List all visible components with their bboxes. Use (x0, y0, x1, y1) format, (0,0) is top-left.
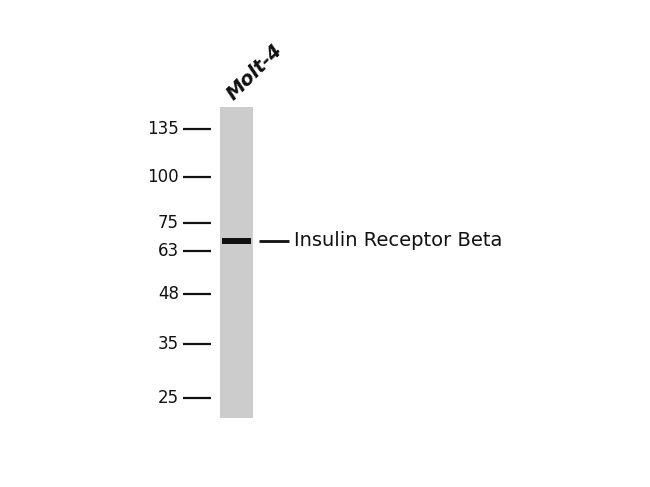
Text: 100: 100 (148, 168, 179, 186)
Text: Molt-4: Molt-4 (223, 40, 286, 103)
Bar (220, 107, 252, 418)
Text: Insulin Receptor Beta: Insulin Receptor Beta (294, 231, 502, 250)
Text: 48: 48 (158, 285, 179, 303)
Text: 75: 75 (158, 214, 179, 232)
Text: 35: 35 (158, 336, 179, 354)
Text: 63: 63 (158, 242, 179, 260)
Bar (222, 238, 250, 244)
Text: 135: 135 (148, 120, 179, 138)
Text: 25: 25 (158, 389, 179, 407)
